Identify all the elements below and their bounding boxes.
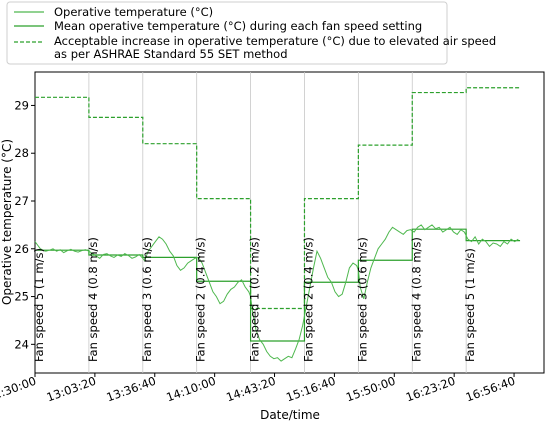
period-label: Fan speed 4 (0.8 m/s) — [86, 237, 100, 362]
legend-label-acceptable-line1: Acceptable increase in operative tempera… — [54, 34, 496, 48]
x-tick-label: 15:50:00 — [344, 374, 397, 405]
legend-frame — [6, 1, 448, 65]
legend-label-operative: Operative temperature (°C) — [54, 5, 213, 19]
period-label: Fan speed 5 (1 m/s) — [463, 248, 477, 362]
period-label: Fan speed 2 (0.4 m/s) — [194, 237, 208, 362]
acceptable-line — [35, 87, 521, 310]
period-label: Fan speed 3 (0.6 m/s) — [355, 237, 369, 362]
x-axis: 12:30:00 13:03:20 13:36:40 14:10:00 14:43:20… — [0, 373, 517, 404]
period-label: Fan speed 3 (0.6 m/s) — [140, 237, 154, 362]
legend-label-acceptable-line2: as per ASHRAE Standard 55 SET method — [54, 47, 288, 61]
mean-series — [35, 228, 521, 342]
y-tick-label: 29 — [14, 98, 29, 112]
x-tick-label: 14:43:20 — [224, 374, 277, 405]
legend: Operative temperature (°C) Mean operativ… — [6, 1, 496, 65]
y-tick-label: 27 — [14, 194, 29, 208]
x-axis-label: Date/time — [260, 408, 320, 422]
x-tick-label: 13:03:20 — [45, 374, 98, 405]
x-tick-label: 15:16:40 — [284, 374, 337, 405]
x-tick-label: 13:36:40 — [104, 374, 157, 405]
period-label: Fan speed 5 (1 m/s) — [32, 248, 46, 362]
x-tick-label: 12:30:00 — [0, 374, 38, 405]
plot-frame — [34, 71, 545, 374]
x-tick-label: 14:10:00 — [164, 374, 217, 405]
x-tick-label: 16:23:20 — [404, 374, 457, 405]
plot-area: Fan speed 5 (1 m/s) Fan speed 4 (0.8 m/s)… — [32, 71, 545, 374]
acceptable-series — [35, 87, 521, 310]
operative-series — [34, 224, 519, 362]
legend-label-mean: Mean operative temperature (°C) during e… — [54, 19, 422, 33]
y-axis-label: Operative temperature (°C) — [0, 139, 14, 305]
period-label: Fan speed 1 (0.2 m/s) — [248, 237, 262, 362]
y-tick-label: 28 — [14, 146, 29, 160]
x-tick-label: 16:56:40 — [464, 374, 517, 405]
operative-line — [34, 224, 519, 362]
period-label: Fan speed 2 (0.4 m/s) — [301, 237, 315, 362]
y-tick-label: 25 — [14, 290, 29, 304]
y-axis: 24 25 26 27 28 29 — [14, 98, 35, 351]
period-label: Fan speed 4 (0.8 m/s) — [409, 237, 423, 362]
mean-line — [35, 228, 521, 342]
y-tick-label: 26 — [14, 242, 29, 256]
y-tick-label: 24 — [14, 337, 29, 351]
period-labels: Fan speed 5 (1 m/s) Fan speed 4 (0.8 m/s)… — [32, 237, 477, 362]
